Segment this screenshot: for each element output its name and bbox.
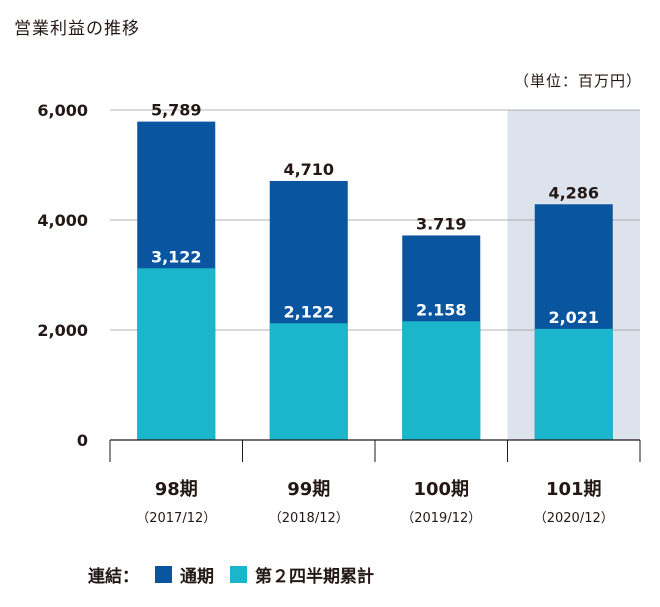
y-tick-label: 4,000 <box>37 211 88 230</box>
data-label-q2: 2,021 <box>548 308 599 327</box>
legend-swatch-q2 <box>230 566 247 583</box>
y-tick-label: 0 <box>77 431 88 450</box>
data-label-q2: 3,122 <box>151 247 202 266</box>
y-tick-label: 2,000 <box>37 321 88 340</box>
bar-q2 <box>534 328 613 440</box>
legend-label-annual: 通期 <box>180 567 214 587</box>
legend-swatch-annual <box>155 566 172 583</box>
data-label-annual: 5,789 <box>151 101 202 120</box>
data-label-q2: 2,122 <box>283 302 334 321</box>
data-label-annual: 4,710 <box>283 160 334 179</box>
bar-q2 <box>402 321 481 440</box>
bar-q2 <box>137 268 216 440</box>
legend: 連結： 通期 第２四半期累計 <box>88 562 374 587</box>
legend-prefix: 連結： <box>88 567 139 587</box>
chart-title: 営業利益の推移 <box>14 19 140 39</box>
data-label-annual: 4,286 <box>548 183 599 202</box>
data-label-annual: 3.719 <box>416 214 467 233</box>
x-tick-label: 99期 <box>287 479 330 500</box>
x-tick-sublabel: （2020/12） <box>534 511 614 526</box>
legend-label-q2: 第２四半期累計 <box>255 567 374 587</box>
x-tick-label: 98期 <box>155 479 198 500</box>
x-tick-sublabel: （2017/12） <box>136 511 216 526</box>
unit-label: （単位：百万円） <box>513 72 642 90</box>
x-tick-sublabel: （2019/12） <box>401 511 481 526</box>
x-tick-label: 101期 <box>546 479 602 500</box>
x-tick-sublabel: （2018/12） <box>269 511 349 526</box>
x-tick-label: 100期 <box>413 479 469 500</box>
bar-q2 <box>269 323 348 440</box>
y-tick-label: 6,000 <box>37 101 88 120</box>
data-label-q2: 2.158 <box>416 300 467 319</box>
